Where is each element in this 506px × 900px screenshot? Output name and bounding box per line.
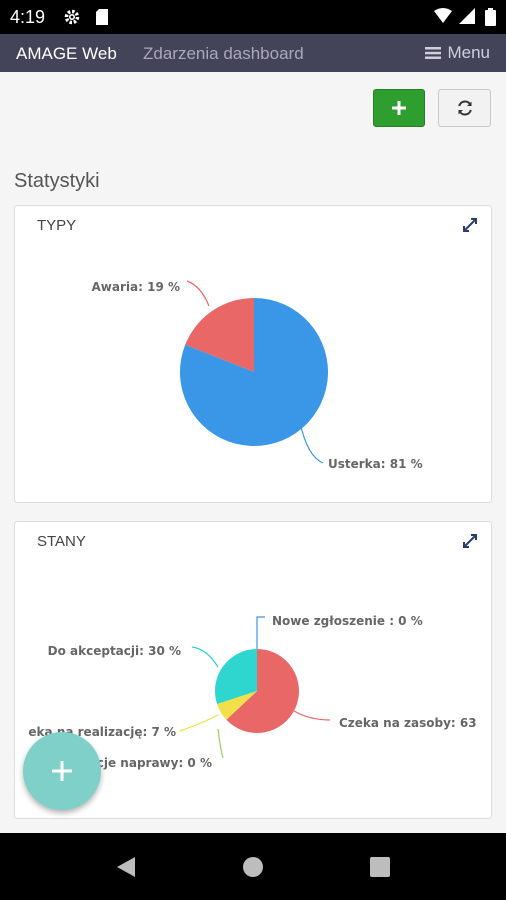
status-time: 4:19 xyxy=(10,7,46,27)
menu-button[interactable]: Menu xyxy=(425,43,490,63)
leader-line-realizacje xyxy=(179,714,219,732)
leader-line-nowe xyxy=(256,616,265,649)
sd-card-icon xyxy=(96,9,108,25)
pie-slice-czeka-na-zasoby xyxy=(226,649,299,733)
expand-icon[interactable] xyxy=(461,216,479,234)
panel-title: STANY xyxy=(37,533,86,550)
add-button[interactable] xyxy=(373,89,425,127)
label-usterka: Usterka: 81 % xyxy=(328,457,423,471)
label-czeka-na-zasoby: Czeka na zasoby: 63 xyxy=(339,716,477,730)
wifi-icon xyxy=(434,8,452,23)
label-kcje-naprawy: kcje naprawy: 0 % xyxy=(89,756,212,770)
section-title: Statystyki xyxy=(14,170,100,192)
settings-icon xyxy=(64,9,80,25)
refresh-button[interactable] xyxy=(438,89,491,127)
battery-icon xyxy=(485,8,496,26)
back-icon[interactable] xyxy=(115,855,137,879)
signal-icon xyxy=(459,8,475,24)
pie-chart-stany: Nowe zgłoszenie : 0 % Do akceptacji: 30 … xyxy=(28,614,477,770)
nav-link-dashboard[interactable]: Zdarzenia dashboard xyxy=(143,44,304,63)
pie-slice-awaria xyxy=(185,298,254,372)
label-do-akceptacji: Do akceptacji: 30 % xyxy=(48,644,181,658)
pie-slice-do-akceptacji xyxy=(215,649,257,704)
pie-chart-typy: Awaria: 19 % Usterka: 81 % xyxy=(92,280,423,471)
plus-icon xyxy=(392,101,406,115)
leader-line-naprawy xyxy=(217,728,224,759)
status-bar: 4:19 xyxy=(0,0,506,34)
top-navbar: AMAGE Web Zdarzenia dashboard Menu xyxy=(0,34,506,72)
pie-slice-usterka xyxy=(179,298,329,446)
panel-typy: TYPY Awaria: 19 % Usterka: 81 % xyxy=(14,205,492,503)
label-nowe-zgloszenie: Nowe zgłoszenie : 0 % xyxy=(272,614,423,628)
refresh-icon xyxy=(457,100,472,116)
recents-icon[interactable] xyxy=(369,856,391,878)
plus-icon xyxy=(52,761,72,781)
leader-line-do-akceptacji xyxy=(191,646,219,668)
panel-title: TYPY xyxy=(37,217,77,234)
label-awaria: Awaria: 19 % xyxy=(92,280,180,294)
brand-link[interactable]: AMAGE Web xyxy=(16,44,117,63)
hamburger-icon xyxy=(425,47,442,59)
expand-icon[interactable] xyxy=(461,532,479,550)
leader-line-usterka xyxy=(299,421,324,464)
pie-slice-eka-na-realizacje xyxy=(217,691,257,720)
leader-line-czeka xyxy=(293,710,331,721)
home-icon[interactable] xyxy=(242,856,264,878)
leader-line-awaria xyxy=(186,280,210,307)
menu-label: Menu xyxy=(447,43,490,62)
system-nav-bar xyxy=(0,833,506,900)
fab-add-button[interactable] xyxy=(23,732,101,810)
